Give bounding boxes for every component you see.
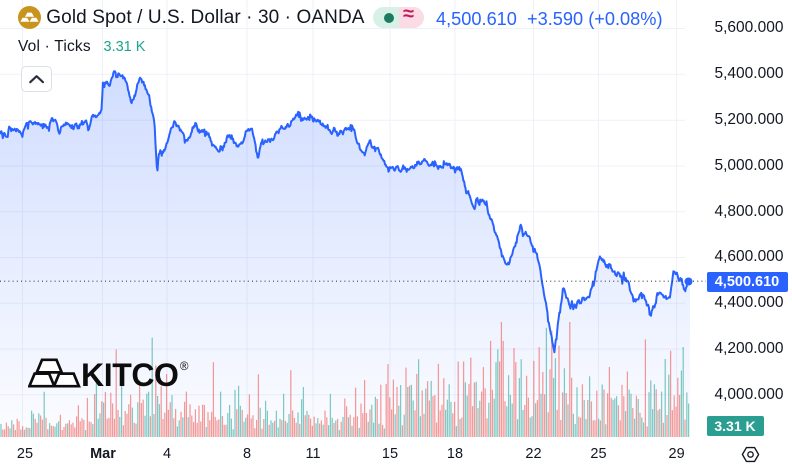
- svg-text:®: ®: [180, 361, 189, 373]
- svg-text:KITCO: KITCO: [81, 357, 179, 391]
